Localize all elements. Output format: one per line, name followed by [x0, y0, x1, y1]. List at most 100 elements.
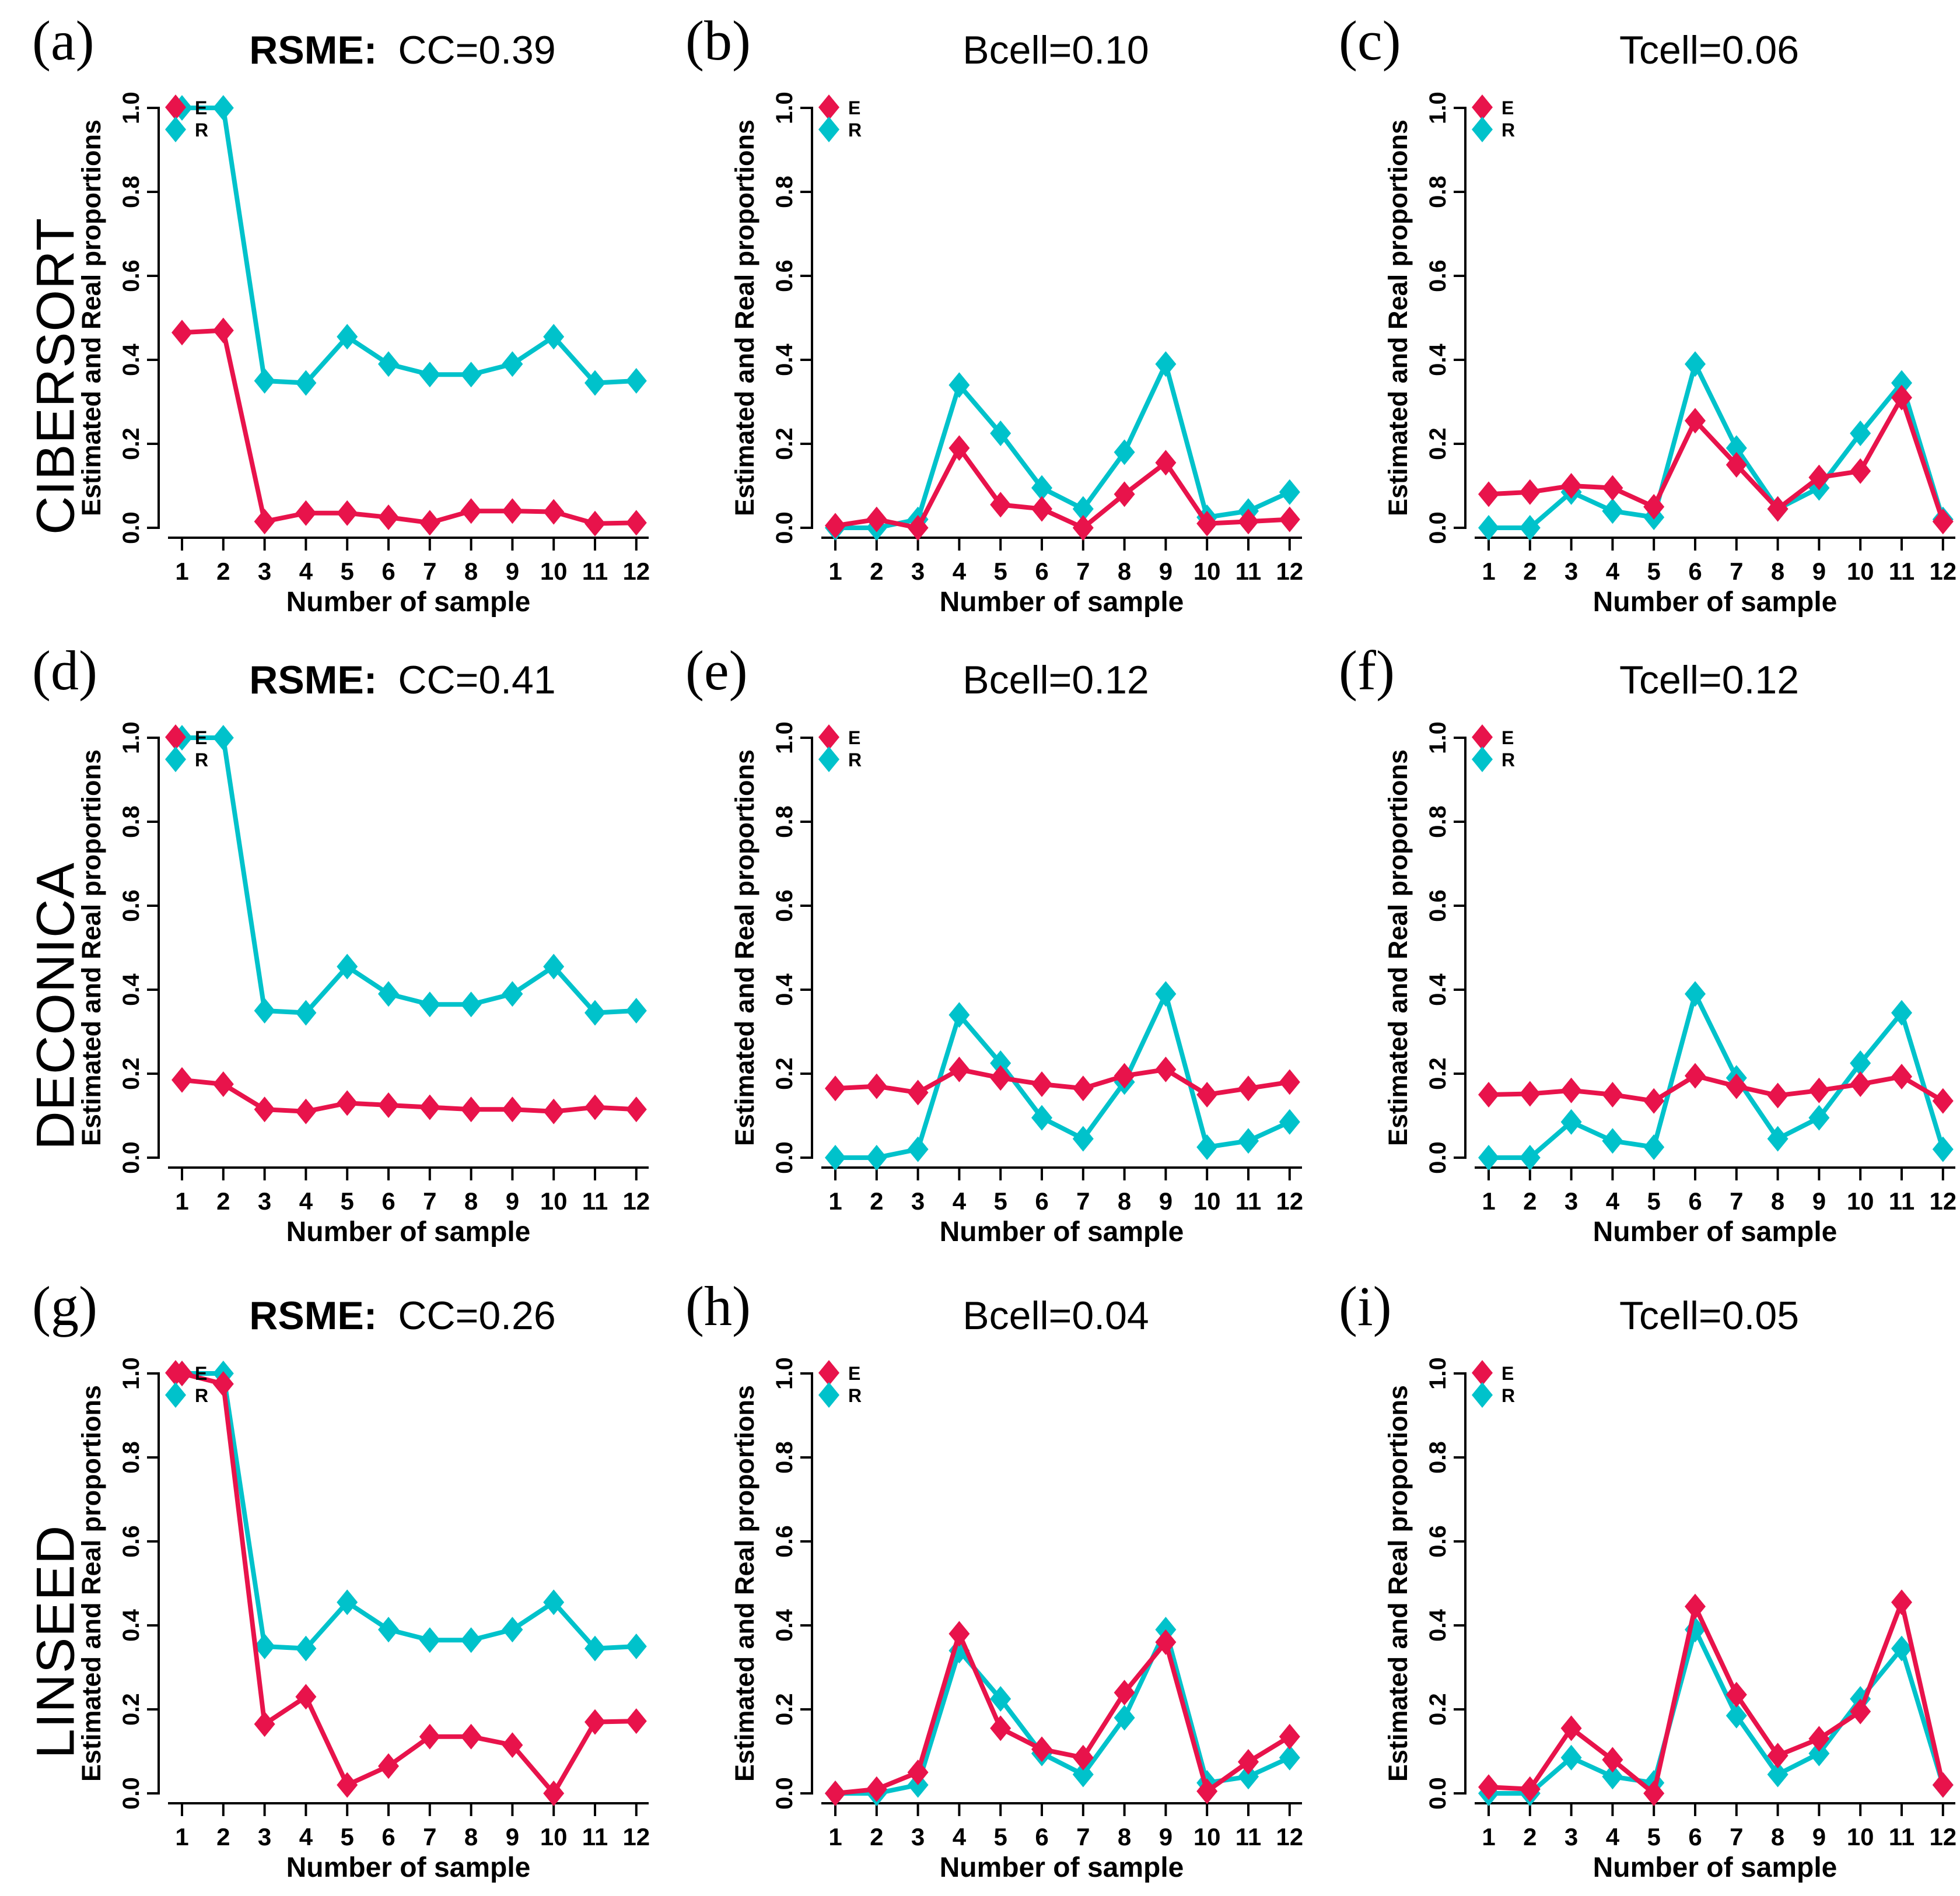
legend-label: E: [1502, 727, 1514, 748]
panel-title: Tcell=0.12: [1619, 660, 1799, 700]
data-point: [295, 1684, 317, 1710]
data-point: [1891, 1000, 1912, 1026]
x-tick-label: 12: [622, 558, 650, 585]
x-tick-label: 6: [382, 1823, 395, 1851]
x-tick-label: 7: [1730, 1187, 1743, 1215]
data-point: [378, 504, 399, 530]
data-point: [1602, 1128, 1623, 1154]
data-point: [1279, 1109, 1300, 1135]
data-point: [1238, 1128, 1259, 1154]
x-tick-label: 10: [1847, 1823, 1874, 1851]
series-line: [182, 735, 637, 1015]
data-point: [460, 1723, 482, 1750]
panel-title-prefix: RSME:: [249, 28, 377, 72]
data-point: [172, 320, 192, 346]
data-point: [337, 1589, 358, 1615]
y-tick-label: 0.0: [118, 511, 144, 544]
panel-title-prefix: RSME:: [249, 658, 377, 702]
data-point: [1519, 1145, 1541, 1170]
panel-letter: (g): [32, 1275, 97, 1337]
y-tick-label: 0.8: [1425, 1441, 1451, 1474]
series-line: [1488, 1594, 1945, 1798]
data-point: [1155, 981, 1177, 1007]
panel-letter: (i): [1339, 1275, 1392, 1337]
x-axis-title: Number of sample: [286, 1217, 531, 1247]
x-tick-label: 9: [1812, 1187, 1826, 1215]
panel-title-value: Bcell=0.04: [963, 1294, 1149, 1338]
data-point: [295, 1000, 317, 1026]
axis-labels: 0.00.20.40.60.81.01 2 3 4 5 6 7 8 9 10 11 12Estimat…: [730, 721, 1303, 1247]
data-point: [1072, 1744, 1094, 1771]
x-tick-label: 11: [1236, 1823, 1261, 1851]
series-line: [1489, 357, 1945, 530]
y-tick-label: 0.4: [772, 1608, 797, 1641]
data-point: [1602, 1082, 1623, 1108]
y-axis-title: Estimated and Real proportions: [1383, 120, 1413, 516]
panel-title-prefix: RSME:: [249, 1294, 377, 1338]
y-tick-label: 1.0: [772, 92, 797, 124]
data-point: [1155, 1629, 1177, 1655]
x-axis-title: Number of sample: [286, 587, 531, 618]
y-tick-label: 0.2: [772, 1057, 797, 1090]
series-line: [835, 357, 1291, 530]
chart-panel: (e) Bcell=0.12 0.0 0.2 0.4 0.6 0.8 1.0 1 2 3 4 5 6 7…: [653, 630, 1307, 1266]
data-point: [337, 324, 358, 350]
chart-panel: DECONICA (d) RSME: CC=0.41 0.0 0.2 0.4 0.6 0.…: [0, 630, 653, 1266]
data-point: [1238, 509, 1259, 535]
y-tick-label: 0.6: [118, 260, 144, 292]
data-point: [254, 1096, 275, 1123]
legend-label: R: [848, 120, 862, 141]
x-tick-label: 5: [341, 1187, 354, 1215]
y-tick-label: 0.6: [1425, 1525, 1451, 1558]
x-tick-label: 10: [1194, 1187, 1221, 1215]
y-axis-title: Estimated and Real proportions: [730, 1385, 760, 1782]
x-tick-label: 8: [1771, 1187, 1784, 1215]
x-tick-label: 9: [1159, 1823, 1172, 1851]
data-point: [1031, 1105, 1052, 1131]
data-point: [1767, 1082, 1788, 1109]
x-tick-label: 5: [994, 1823, 1007, 1851]
series-line: [835, 987, 1291, 1160]
data-point: [625, 510, 647, 536]
x-tick-label: 10: [1194, 558, 1221, 585]
chart-panel: CIBERSORT (a) RSME: CC=0.39 0.0 0.2 0.4 0.6 0…: [0, 0, 653, 630]
data-point: [1238, 1749, 1259, 1775]
x-tick-label: 6: [1688, 1823, 1702, 1851]
data-point: [1685, 981, 1706, 1007]
x-tick-label: 8: [1771, 558, 1784, 585]
axes: [800, 737, 1302, 1180]
x-tick-label: 11: [1889, 1187, 1915, 1215]
x-tick-label: 4: [953, 558, 967, 585]
data-point: [1031, 475, 1052, 501]
y-tick-label: 0.4: [772, 973, 797, 1005]
data-point: [1850, 458, 1871, 484]
data-point: [625, 368, 647, 394]
x-tick-label: 9: [1159, 558, 1172, 585]
series-R: [825, 981, 1300, 1170]
x-tick-label: 3: [1564, 558, 1578, 585]
data-point: [1932, 509, 1954, 535]
legend: ER: [1472, 94, 1515, 142]
x-tick-label: 4: [299, 1187, 313, 1215]
x-axis-title: Number of sample: [940, 1217, 1184, 1247]
data-point: [460, 362, 482, 388]
x-tick-label: 2: [870, 1187, 883, 1215]
data-point: [254, 368, 275, 394]
data-point: [990, 1050, 1012, 1076]
data-point: [1238, 1075, 1259, 1102]
x-tick-label: 11: [1236, 1187, 1261, 1215]
y-tick-label: 1.0: [1425, 721, 1451, 754]
data-point: [1031, 1071, 1052, 1097]
x-tick-label: 8: [464, 1823, 478, 1851]
data-point: [949, 1002, 970, 1028]
legend: ER: [1472, 1360, 1515, 1408]
data-point: [460, 498, 482, 524]
data-point: [1932, 1088, 1954, 1114]
data-point: [1726, 1681, 1747, 1708]
x-tick-label: 6: [1035, 558, 1048, 585]
data-point: [1602, 1747, 1623, 1773]
data-point: [1519, 1776, 1541, 1802]
legend: ER: [165, 1360, 208, 1408]
data-point: [378, 1617, 399, 1643]
data-point: [1196, 510, 1218, 537]
